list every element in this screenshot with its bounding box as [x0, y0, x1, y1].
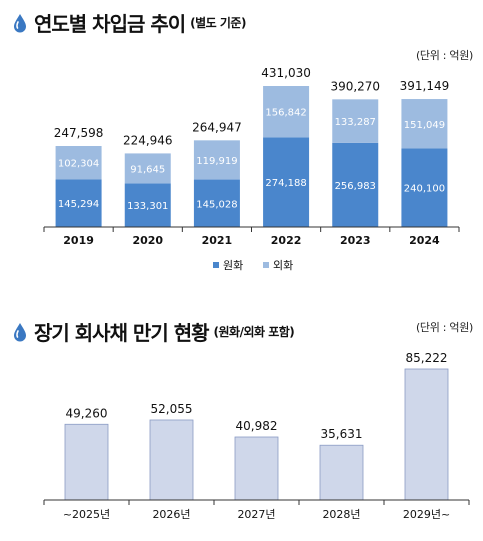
label-maturity-0: 49,260 — [66, 406, 108, 420]
chart1-subtitle: (별도 기준) — [190, 16, 246, 30]
bar-domestic-2022 — [263, 137, 310, 227]
legend-swatch-foreign — [263, 262, 269, 268]
bar-maturity-1 — [149, 419, 194, 501]
label-domestic-2023: 256,983 — [335, 181, 376, 192]
label-domestic-2024: 240,100 — [404, 184, 445, 195]
x-tick-2019: 2019 — [63, 234, 94, 247]
x-tick-2023: 2023 — [340, 234, 371, 247]
bar-foreign-2021 — [193, 140, 240, 180]
chart2-unit-label: (단위 : 억원) — [415, 321, 473, 334]
x-tick-2022: 2022 — [271, 234, 302, 247]
label-domestic-2020: 133,301 — [127, 201, 168, 212]
label-domestic-2022: 274,188 — [265, 178, 306, 189]
bond-maturity-chart: 49,260 ~2025년 52,055 2026년 40,982 2027년 35,631… — [43, 351, 470, 521]
legend-label-domestic: 원화 — [223, 259, 243, 272]
label-maturity-2: 40,982 — [236, 419, 278, 433]
chart1-title: 연도별 차입금 추이 — [34, 12, 186, 36]
bar-maturity-2 — [234, 436, 279, 501]
bar-maturity-4 — [404, 368, 449, 501]
bar-maturity-0 — [64, 423, 109, 501]
bar-domestic-2024 — [401, 148, 448, 227]
bar-domestic-2020 — [124, 183, 171, 227]
label-foreign-2020: 91,645 — [130, 164, 165, 175]
bar-domestic-2023 — [332, 142, 379, 227]
label-maturity-3: 35,631 — [321, 427, 363, 441]
chart2-title: 장기 회사채 만기 현황 — [34, 321, 209, 345]
borrowings-chart: 145,294 102,304 247,598 2019 133,301 91,645 22… — [43, 66, 460, 272]
label-total-2022: 431,030 — [261, 66, 311, 80]
label-foreign-2023: 133,287 — [335, 117, 376, 128]
bar-domestic-2019 — [55, 179, 102, 227]
x-tick-2020: 2020 — [132, 234, 163, 247]
section2-header: 장기 회사채 만기 현황 (원화/외화 포함) — [12, 317, 295, 346]
bar-foreign-2020 — [124, 153, 171, 184]
label-total-2024: 391,149 — [400, 79, 450, 93]
bar-domestic-2021 — [193, 179, 240, 227]
bar-maturity-3 — [319, 444, 364, 501]
bar-foreign-2019 — [55, 146, 102, 180]
water-drop-icon — [14, 13, 26, 32]
label-total-2019: 247,598 — [54, 126, 104, 140]
label-maturity-1: 52,055 — [151, 402, 193, 416]
x-tick-2024: 2024 — [409, 234, 440, 247]
label-total-2020: 224,946 — [123, 133, 173, 147]
x-tick-maturity-2: 2027년 — [237, 508, 275, 521]
label-foreign-2021: 119,919 — [196, 156, 237, 167]
x-tick-maturity-4: 2029년~ — [403, 508, 450, 521]
label-total-2021: 264,947 — [192, 120, 242, 134]
bar-foreign-2022 — [263, 86, 310, 138]
bar-foreign-2023 — [332, 99, 379, 143]
label-foreign-2024: 151,049 — [404, 120, 445, 131]
x-tick-maturity-1: 2026년 — [152, 508, 190, 521]
label-domestic-2021: 145,028 — [196, 199, 237, 210]
label-maturity-4: 85,222 — [406, 351, 448, 365]
legend-swatch-domestic — [213, 262, 219, 268]
legend-label-foreign: 외화 — [273, 259, 293, 272]
bar-foreign-2024 — [401, 99, 448, 149]
label-domestic-2019: 145,294 — [58, 199, 99, 210]
section1-header: 연도별 차입금 추이 (별도 기준) — [12, 8, 246, 37]
chart1-unit-label: (단위 : 억원) — [415, 49, 473, 62]
water-drop-icon — [14, 322, 26, 341]
label-foreign-2022: 156,842 — [265, 108, 306, 119]
chart2-subtitle: (원화/외화 포함) — [213, 325, 295, 339]
label-total-2023: 390,270 — [330, 79, 380, 93]
x-tick-2021: 2021 — [202, 234, 233, 247]
x-tick-maturity-3: 2028년 — [322, 508, 360, 521]
label-foreign-2019: 102,304 — [58, 159, 99, 170]
x-tick-maturity-0: ~2025년 — [63, 508, 110, 521]
